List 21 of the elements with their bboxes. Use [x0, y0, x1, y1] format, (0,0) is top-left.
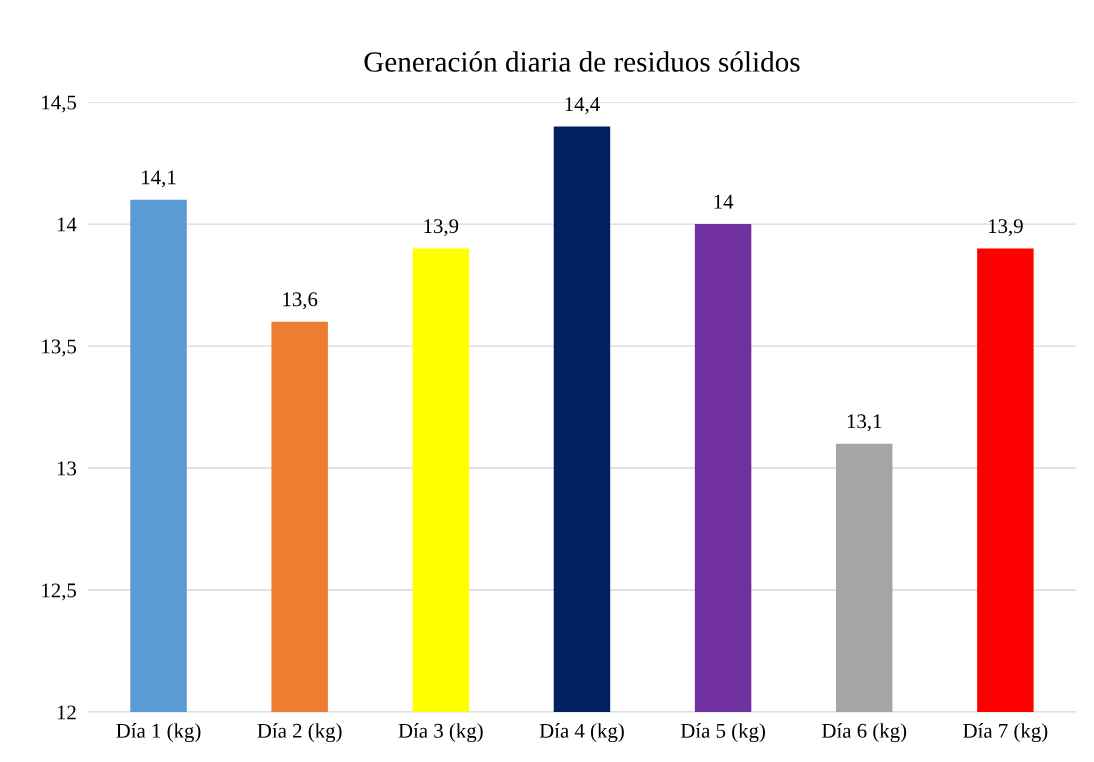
data-label: 13,1	[847, 414, 882, 432]
y-tick-label: 13	[57, 461, 77, 476]
data-label: 13,6	[283, 292, 318, 310]
y-tick-label: 14,5	[42, 95, 77, 113]
x-tick-label: Día 7 (kg)	[963, 723, 1048, 743]
data-label: 14,1	[142, 170, 176, 188]
data-label: 14	[714, 194, 734, 209]
data-label: 13,9	[988, 219, 1023, 237]
y-tick-label: 14	[57, 217, 77, 232]
x-tick-label: Día 4 (kg)	[539, 723, 624, 743]
x-tick-label: Día 6 (kg)	[822, 723, 907, 743]
data-label: 13,9	[424, 219, 459, 237]
y-tick-label: 13,5	[42, 339, 77, 357]
data-label: 14,4	[565, 97, 600, 115]
x-tick-label: Día 3 (kg)	[398, 723, 483, 743]
x-tick-label: Día 1 (kg)	[116, 723, 201, 743]
y-tick-label: 12,5	[42, 583, 77, 601]
y-tick-label: 12	[57, 705, 76, 720]
x-tick-label: Día 5 (kg)	[680, 723, 765, 743]
x-tick-label: Día 2 (kg)	[257, 723, 342, 743]
chart-title: Generación diaria de residuos sólidos	[364, 51, 800, 72]
